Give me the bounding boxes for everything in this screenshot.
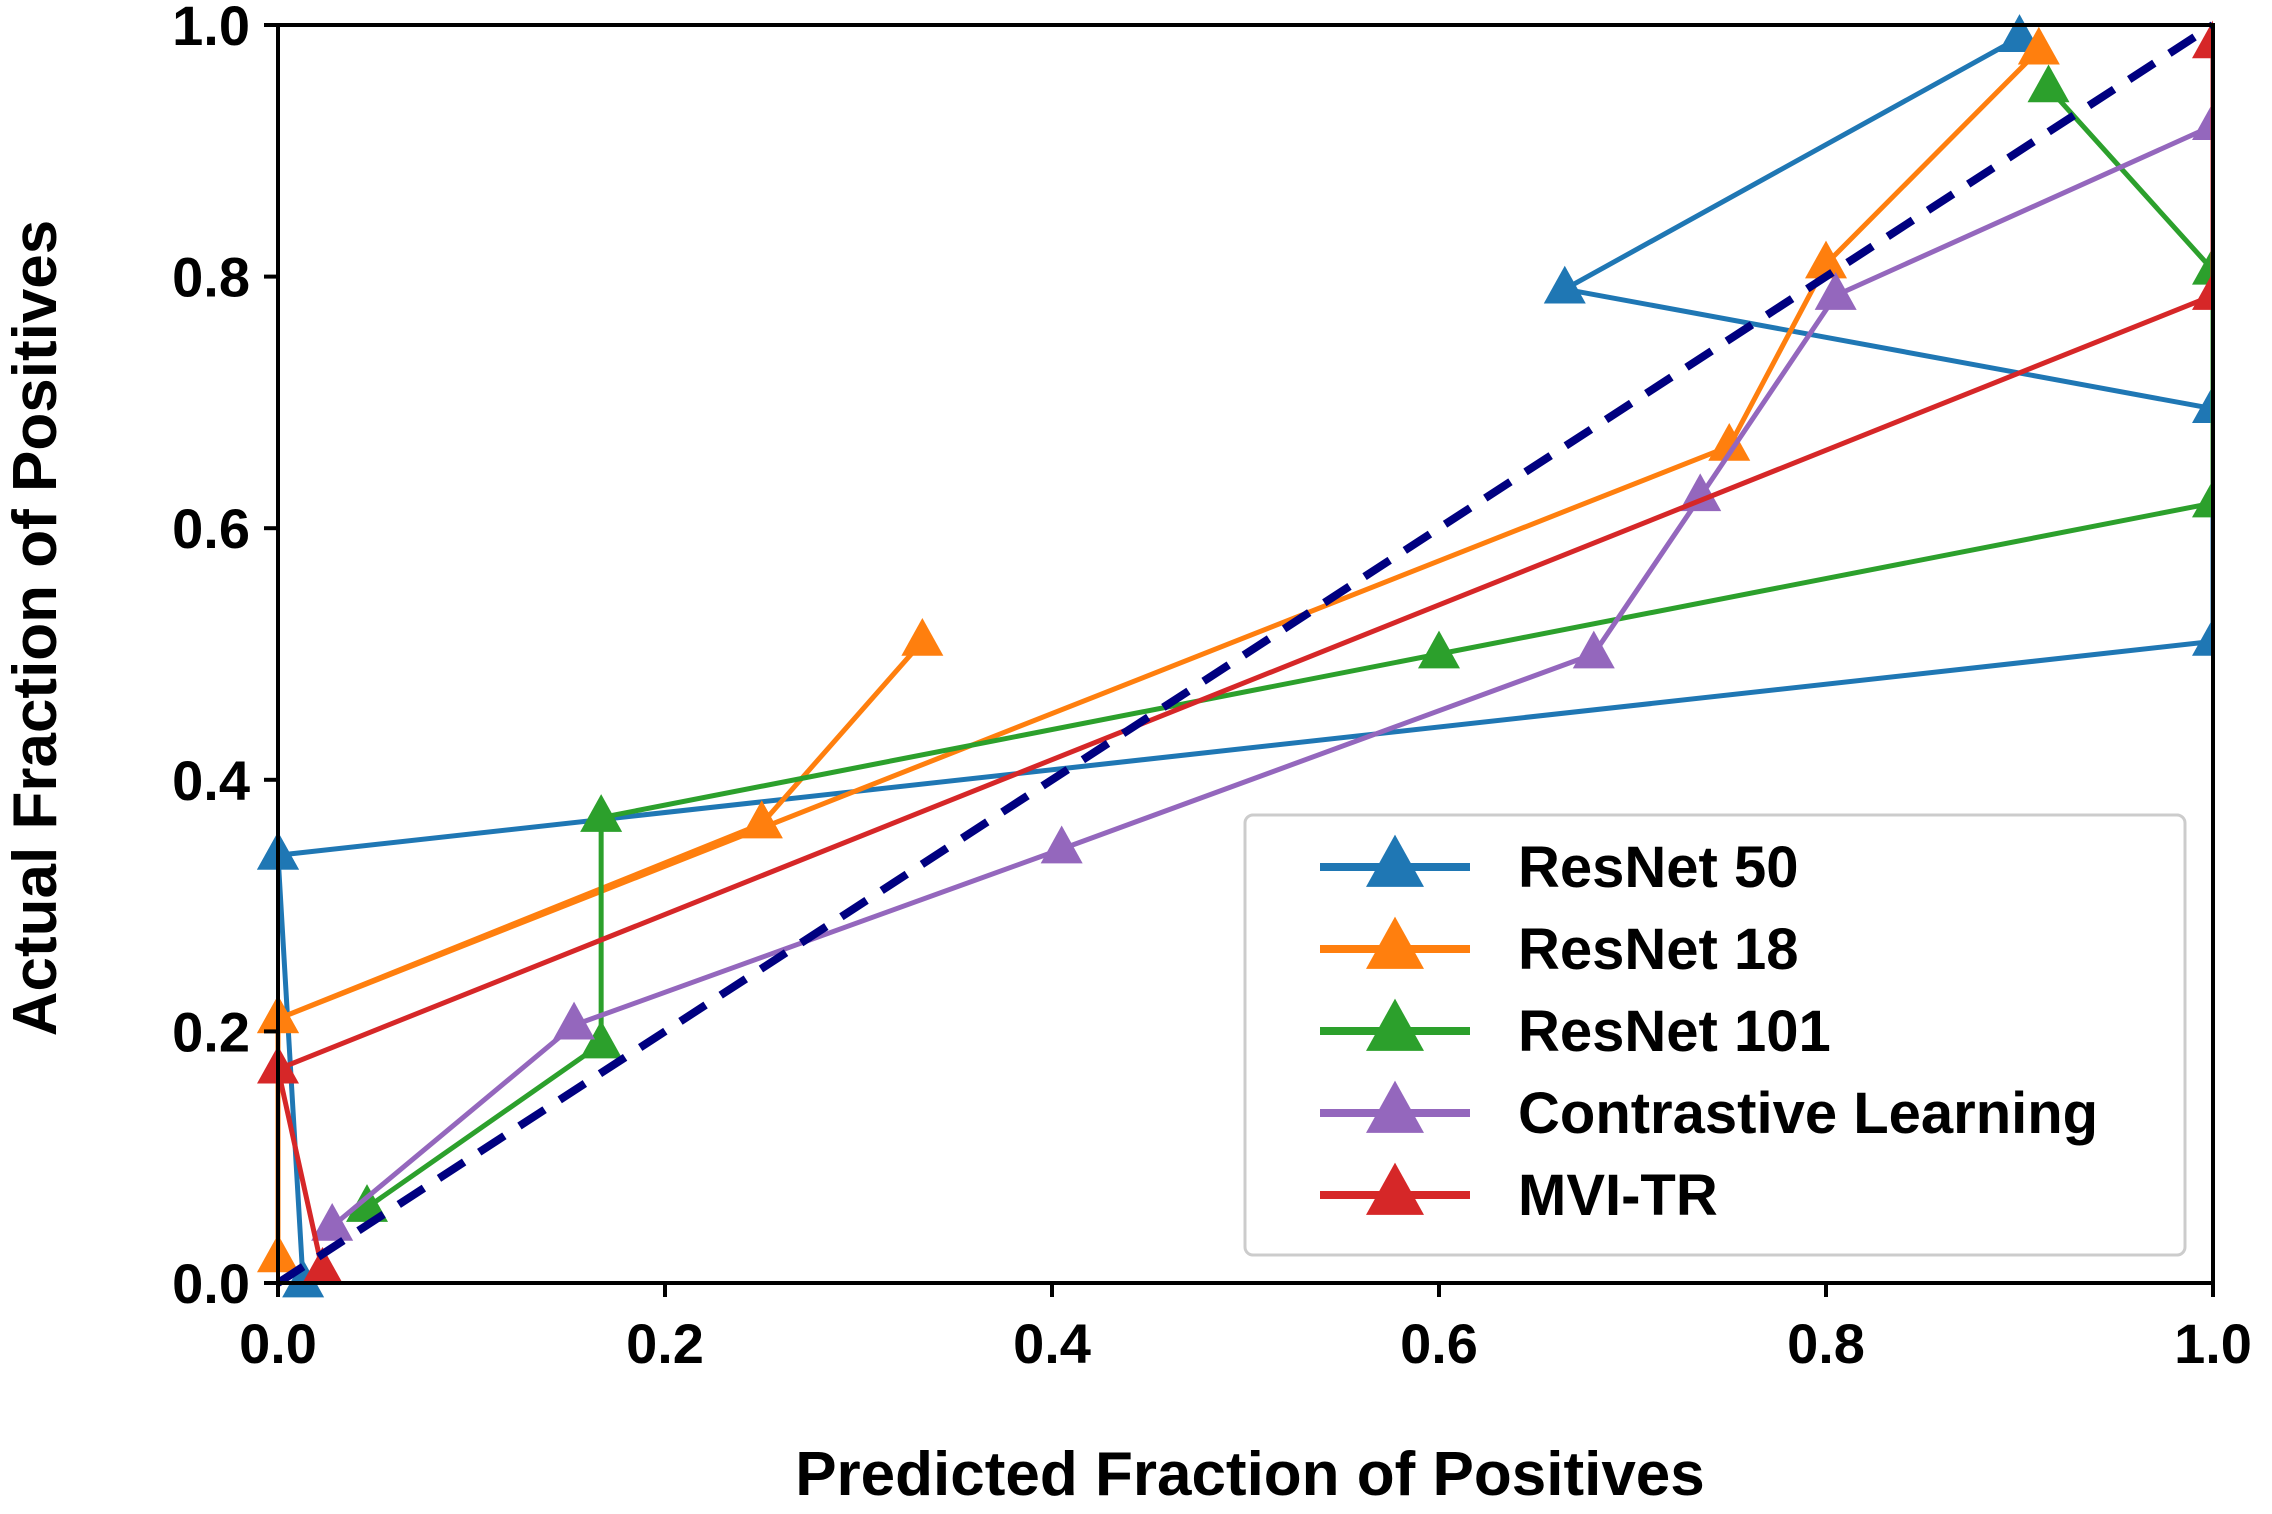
data-point-marker [901,617,944,656]
data-point-marker [282,1259,325,1298]
axis-ticks: 0.0 0.2 0.4 0.6 0.8 1.0 0.0 0.2 0.4 0.6 0.8 1.0 [172,0,2252,1375]
legend-label: ResNet 18 [1518,917,1798,982]
data-point-marker [2192,479,2213,518]
legend-label: ResNet 50 [1518,835,1798,900]
legend-box [1243,813,2187,1257]
y-tick-label: 0.0 [172,1252,250,1315]
data-point-marker [1998,14,2041,52]
data-point-marker [2017,26,2060,65]
data-point-marker [2027,64,2070,103]
data-point-marker [346,1184,389,1222]
legend-swatch-marker [1366,1080,1424,1133]
data-point-marker [1543,265,1586,304]
data-point-marker [2192,20,2213,59]
data-point-marker [1805,240,1847,279]
data-point-marker [1418,630,1460,669]
data-point-marker [2192,617,2213,656]
data-point-marker [740,800,783,839]
y-tick-label: 1.0 [172,0,250,57]
legend-item: ResNet 101 [1320,998,1831,1064]
legend-swatch-marker [1366,916,1424,969]
data-point-marker [2192,272,2213,310]
x-tick-label: 0.8 [1787,1312,1865,1375]
legend-swatch-marker [1366,998,1424,1051]
y-tick-label: 0.6 [172,497,250,560]
legend-item: ResNet 50 [1320,834,1798,900]
legend-item: MVI-TR [1320,1162,1718,1228]
x-tick-label: 0.0 [239,1312,317,1375]
legend-swatch-marker [1366,834,1424,887]
legend-label: MVI-TR [1518,1163,1718,1228]
data-point-marker [580,794,623,832]
legend-label: Contrastive Learning [1518,1081,2098,1146]
series-line [275,43,2213,1271]
legend: ResNet 50 ResNet 18 ResNet 101 Contrastive … [1243,813,2187,1257]
data-point-marker [2192,385,2213,424]
series-contrastive-learning [311,102,2213,1241]
data-point-marker [311,1202,354,1241]
y-tick-label: 0.8 [172,246,250,309]
legend-label: ResNet 101 [1518,999,1831,1064]
reference-diagonal-line [275,21,2213,1287]
data-point-marker [2192,102,2213,141]
data-point-marker [553,1001,596,1040]
legend-item: ResNet 18 [1320,916,1798,982]
data-point-marker [580,1020,623,1059]
y-tick-label: 0.2 [172,1000,250,1063]
data-point-marker [301,1246,344,1285]
data-point-marker [1814,272,1857,310]
x-tick-label: 0.4 [1013,1312,1091,1375]
x-axis-label: Predicted Fraction of Positives [795,1440,1705,1509]
data-point-marker [1708,422,1751,461]
x-tick-label: 1.0 [2174,1312,2252,1375]
data-point-marker [1679,473,1722,512]
x-tick-label: 0.2 [626,1312,704,1375]
data-point-marker [1040,825,1083,864]
data-point-marker [1572,630,1615,669]
data-point-marker [2192,246,2213,285]
x-tick-label: 0.6 [1400,1312,1478,1375]
legend-swatch-marker [1366,1162,1424,1215]
series-resnet-101 [346,64,2213,1222]
y-axis-label: Actual Fraction of Positives [1,220,70,1037]
legend-item: Contrastive Learning [1320,1080,2098,1146]
y-tick-label: 0.4 [172,749,250,812]
plot-frame [276,23,2215,1285]
